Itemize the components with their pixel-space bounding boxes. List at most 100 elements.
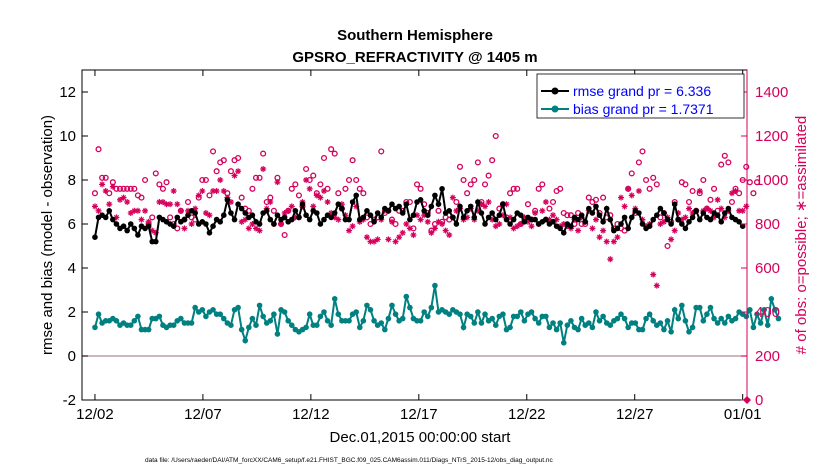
- rmse-point: [596, 212, 603, 218]
- rmse-point: [682, 225, 689, 232]
- asterisk-stroke: [400, 230, 406, 236]
- rmse-point: [110, 216, 116, 223]
- rmse-point: [185, 212, 191, 218]
- rmse-point: [228, 210, 234, 216]
- bias-point: [482, 311, 488, 318]
- bias-point: [704, 311, 710, 318]
- obs-assimilated-point: [442, 227, 449, 234]
- bias-point: [643, 315, 649, 322]
- y2-tick-label: 400: [755, 304, 780, 321]
- asterisk-stroke: [482, 203, 488, 209]
- bias-point: [360, 318, 367, 324]
- bias-point: [471, 320, 478, 326]
- obs-assimilated-point: [142, 207, 149, 214]
- obs-possible-point: [682, 181, 689, 188]
- obs-assimilated-point: [102, 188, 109, 194]
- obs-possible-point: [349, 157, 356, 164]
- rmse-point: [314, 210, 320, 216]
- bias-point: [528, 309, 535, 315]
- bias-point: [689, 324, 696, 331]
- obs-possible-point: [689, 187, 696, 195]
- bias-point: [424, 313, 431, 320]
- obs-assimilated-point: [256, 227, 263, 234]
- bias-point: [632, 320, 639, 326]
- obs-assimilated-point: [324, 199, 331, 205]
- asterisk-stroke: [350, 223, 356, 229]
- obs-possible-point: [152, 170, 159, 177]
- rmse-point: [618, 221, 624, 227]
- bias-point: [131, 318, 138, 324]
- x-axis-label: Dec.01,2015 00:00:00 start: [330, 429, 512, 446]
- obs-assimilated-point: [99, 181, 106, 188]
- bias-point: [267, 318, 274, 324]
- bias-point: [356, 324, 363, 331]
- asterisk-stroke: [532, 210, 538, 216]
- bias-point: [253, 322, 259, 329]
- rmse-point: [543, 216, 549, 223]
- rmse-point: [521, 219, 528, 225]
- bias-point: [217, 311, 224, 318]
- asterisk-stroke: [529, 223, 535, 229]
- asterisk-stroke: [622, 203, 628, 209]
- asterisk-stroke: [618, 195, 624, 201]
- obs-assimilated-point: [124, 199, 131, 205]
- asterisk-stroke: [221, 188, 227, 194]
- asterisk-stroke: [729, 190, 735, 196]
- obs-possible-point: [102, 174, 109, 181]
- rmse-point: [675, 216, 682, 223]
- obs-assimilated-point: [431, 225, 438, 232]
- rmse-point: [503, 216, 510, 223]
- bias-point: [564, 322, 571, 329]
- y2-tick-label: 1400: [755, 84, 788, 101]
- bias-point: [700, 318, 707, 324]
- bias-point: [238, 326, 245, 333]
- bias-point: [353, 309, 359, 315]
- rmse-point: [421, 208, 427, 214]
- legend-rmse-marker: [551, 87, 559, 95]
- asterisk-stroke: [393, 239, 399, 245]
- obs-assimilated-point: [335, 216, 342, 223]
- bias-point: [331, 296, 338, 302]
- rmse-point: [106, 208, 113, 214]
- asterisk-stroke: [335, 217, 341, 223]
- obs-possible-point: [643, 176, 650, 184]
- asterisk-stroke: [743, 203, 749, 209]
- obs-possible-point: [485, 172, 492, 179]
- bias-point: [371, 318, 377, 324]
- obs-possible-point: [711, 185, 718, 192]
- rmse-point: [335, 201, 342, 207]
- y-tick-label: 8: [68, 172, 76, 189]
- obs-possible-point: [317, 181, 324, 188]
- obs-possible-point: [600, 194, 607, 201]
- obs-assimilated-point: [410, 232, 417, 238]
- rmse-point: [696, 216, 703, 223]
- obs-assimilated-point: [231, 172, 238, 179]
- bias-point: [621, 315, 628, 322]
- asterisk-stroke: [593, 217, 599, 223]
- rmse-point: [661, 210, 667, 216]
- bias-point: [761, 307, 767, 313]
- asterisk-stroke: [625, 186, 631, 192]
- asterisk-stroke: [167, 201, 173, 207]
- bias-point: [407, 304, 413, 311]
- bias-point: [392, 311, 399, 318]
- obs-possible-point: [206, 192, 213, 199]
- obs-assimilated-point: [743, 203, 750, 210]
- obs-assimilated-point: [206, 212, 213, 219]
- rmse-point: [453, 221, 460, 227]
- bias-point: [314, 322, 320, 329]
- asterisk-stroke: [228, 199, 234, 205]
- rmse-point: [532, 216, 538, 223]
- rmse-point: [668, 221, 674, 227]
- obs-assimilated-point: [403, 221, 410, 227]
- rmse-point: [367, 212, 374, 218]
- obs-possible-point: [392, 220, 399, 228]
- bias-point: [235, 304, 241, 311]
- obs-assimilated-point: [95, 207, 102, 214]
- legend-box: [536, 73, 745, 119]
- asterisk-stroke: [597, 234, 603, 240]
- asterisk-stroke: [181, 225, 187, 231]
- obs-assimilated-point: [167, 201, 174, 208]
- bias-point: [249, 315, 256, 322]
- obs-possible-point: [328, 146, 335, 153]
